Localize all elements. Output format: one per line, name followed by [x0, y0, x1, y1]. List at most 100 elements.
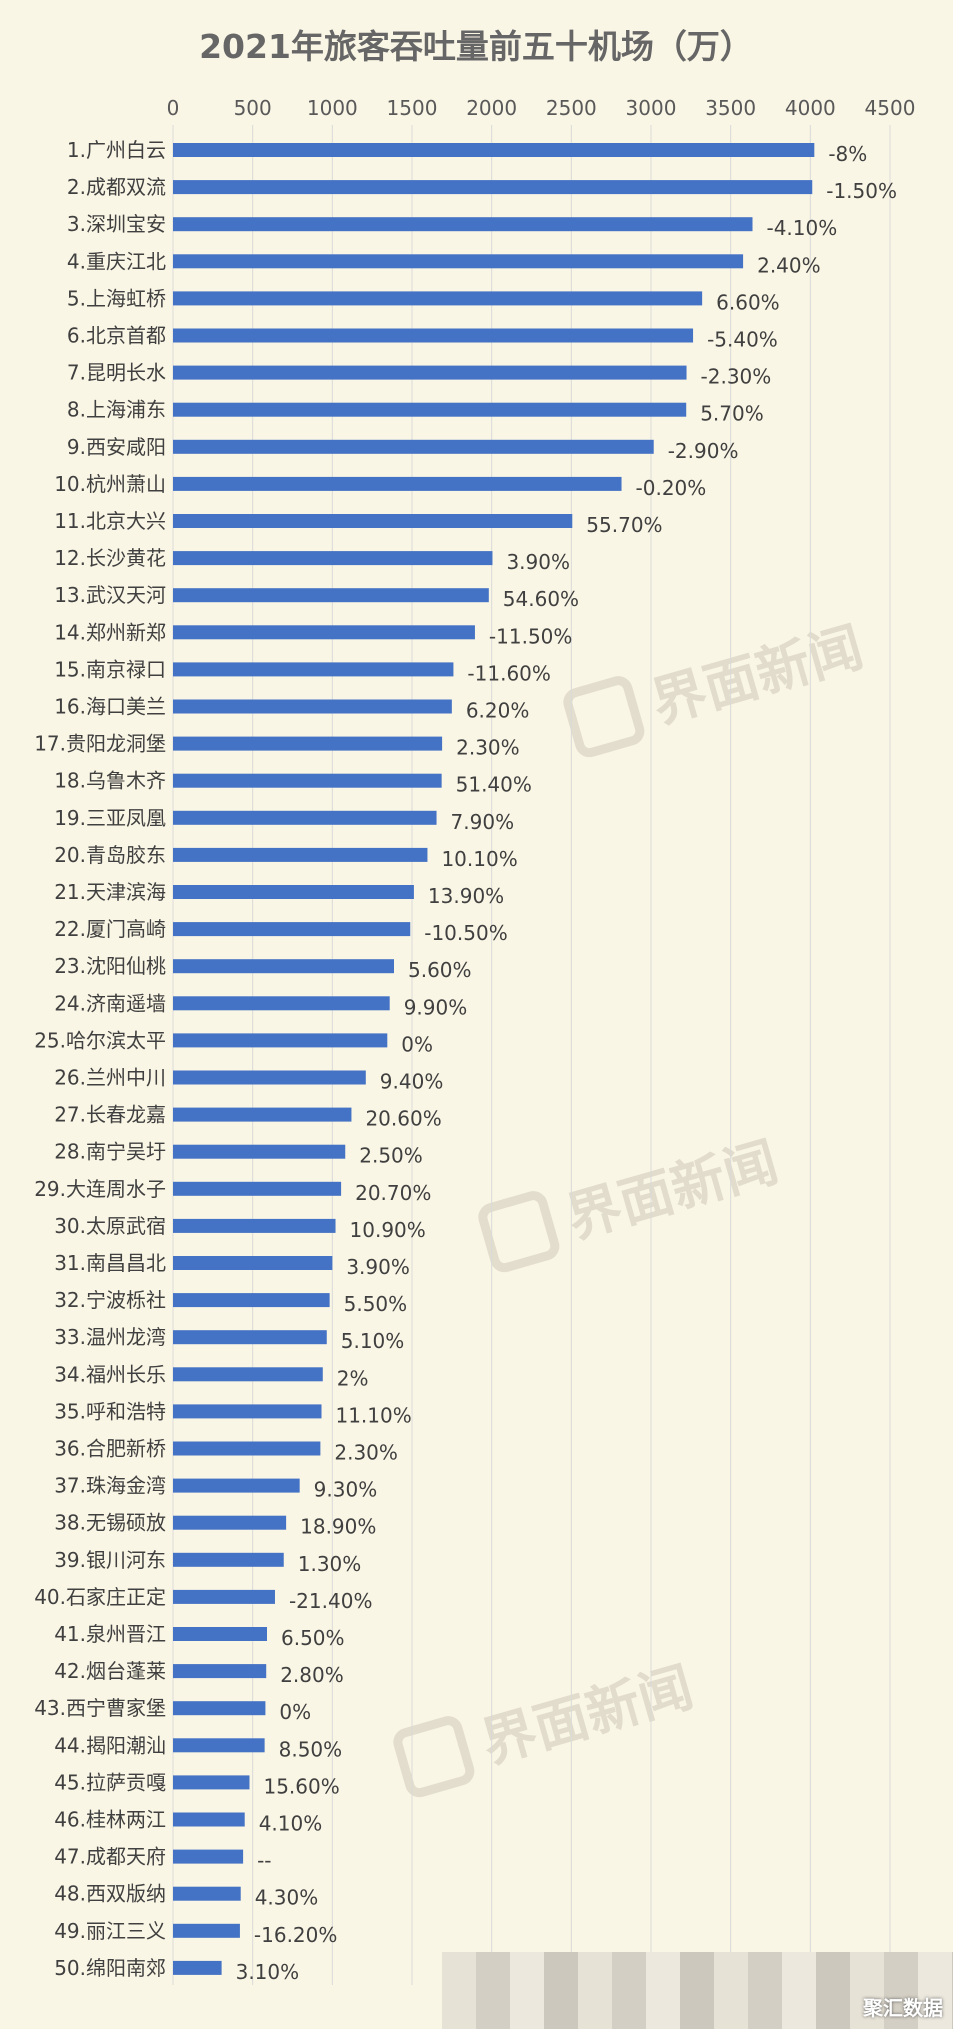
watermark-text: 界面新闻 [645, 615, 870, 735]
x-tick-label: 2500 [546, 96, 597, 120]
bar [173, 1923, 240, 1938]
category-label: 20.青岛胶东 [54, 843, 166, 867]
category-label: 23.沈阳仙桃 [54, 954, 166, 978]
category-label: 47.成都天府 [54, 1845, 166, 1869]
watermark-logo-icon [563, 676, 645, 758]
watermark-text: 界面新闻 [475, 1655, 700, 1775]
category-label: 10.杭州萧山 [54, 472, 166, 496]
data-label: 5.60% [408, 958, 472, 982]
data-label: 3.90% [346, 1255, 410, 1279]
category-label: 4.重庆江北 [67, 249, 166, 273]
bar [173, 1478, 300, 1493]
category-label: 38.无锡硕放 [54, 1511, 166, 1535]
bar [173, 1886, 241, 1901]
bar [173, 365, 687, 380]
category-label: 35.呼和浩特 [54, 1399, 166, 1423]
bar [173, 1441, 321, 1456]
bar [173, 1107, 352, 1122]
category-label: 36.合肥新桥 [54, 1437, 166, 1461]
category-label: 3.深圳宝安 [67, 212, 166, 236]
data-label: 3.10% [236, 1960, 300, 1984]
data-label: 20.70% [355, 1181, 431, 1205]
data-label: 10.90% [350, 1218, 426, 1242]
category-label: 7.昆明长水 [67, 361, 166, 385]
data-label: 15.60% [263, 1774, 339, 1798]
data-label: 13.90% [428, 884, 504, 908]
bar [173, 1070, 366, 1085]
category-label: 40.石家庄正定 [34, 1585, 166, 1609]
data-label: -2.90% [668, 439, 739, 463]
data-label: -11.50% [489, 624, 572, 648]
data-label: -8% [828, 142, 867, 166]
x-tick-label: 1000 [307, 96, 358, 120]
category-label: 25.哈尔滨太平 [34, 1028, 166, 1052]
data-label: 0% [279, 1700, 311, 1724]
category-label: 2.成都双流 [67, 175, 166, 199]
watermark-logo-icon [478, 1191, 560, 1273]
data-label: -16.20% [254, 1923, 337, 1947]
bar [173, 1664, 267, 1679]
category-label: 33.温州龙湾 [54, 1325, 166, 1349]
bar [173, 773, 442, 788]
category-label: 9.西安咸阳 [67, 435, 166, 459]
bar [173, 1812, 245, 1827]
bar [173, 885, 414, 899]
data-label: -10.50% [424, 921, 507, 945]
bar [173, 1144, 346, 1159]
category-label: 27.长春龙嘉 [54, 1103, 166, 1127]
data-label: -5.40% [707, 328, 778, 352]
category-label: 48.西双版纳 [54, 1882, 166, 1906]
data-label: 2.40% [757, 253, 821, 277]
bars [173, 143, 815, 1975]
data-label: 9.30% [314, 1478, 378, 1502]
category-label: 5.上海虹桥 [67, 286, 166, 310]
data-label: 2% [337, 1366, 369, 1390]
data-label: 9.40% [380, 1070, 444, 1094]
bar [173, 1367, 323, 1382]
category-label: 43.西宁曹家堡 [34, 1696, 166, 1720]
x-tick-label: 1500 [387, 96, 438, 120]
bar [173, 1960, 222, 1975]
data-label: 2.50% [359, 1144, 423, 1168]
category-label: 6.北京首都 [67, 324, 166, 348]
bar [173, 328, 694, 343]
data-label: 2.80% [280, 1663, 344, 1687]
data-label: 6.50% [281, 1626, 345, 1650]
bar [173, 1330, 327, 1345]
watermark-logo-icon [393, 1716, 475, 1798]
x-axis-ticks: 0 500 1000 1500 2000 2500 3000 3500 4000 4500 [167, 96, 916, 120]
bar [173, 1701, 266, 1716]
category-label: 17.贵阳龙洞堡 [34, 732, 166, 756]
watermark-text: 界面新闻 [560, 1130, 785, 1250]
category-label: 12.长沙黄花 [54, 546, 166, 570]
data-label: 6.60% [716, 290, 780, 314]
data-label: 2.30% [334, 1441, 398, 1465]
bar [173, 1552, 284, 1567]
data-label: 55.70% [586, 513, 662, 537]
category-label: 45.拉萨贡嘎 [54, 1770, 166, 1794]
x-tick-label: 2000 [466, 96, 517, 120]
category-label: 19.三亚凤凰 [54, 806, 166, 830]
bar [173, 402, 687, 417]
category-labels: 1.广州白云 2.成都双流 3.深圳宝安 4.重庆江北 5.上海虹桥 6.北京首都 7.昆明… [34, 138, 166, 1980]
data-label: 6.20% [466, 699, 530, 723]
watermark: 界面新闻 [393, 1655, 700, 1798]
data-label: 5.10% [341, 1329, 405, 1353]
bar [173, 1181, 342, 1196]
data-label: -0.20% [636, 476, 707, 500]
category-label: 26.兰州中川 [54, 1066, 166, 1090]
category-label: 34.福州长乐 [54, 1362, 166, 1386]
bar [173, 588, 489, 603]
category-label: 42.烟台蓬莱 [54, 1659, 166, 1683]
category-label: 24.济南遥墙 [54, 991, 166, 1015]
data-label: 51.40% [456, 773, 532, 797]
bar [173, 551, 493, 566]
bar [173, 810, 437, 825]
data-label: 8.50% [279, 1737, 343, 1761]
chart-title: 2021年旅客吞吐量前五十机场（万） [199, 27, 753, 66]
category-label: 8.上海浦东 [67, 398, 166, 422]
x-tick-label: 3000 [626, 96, 677, 120]
bar [173, 1033, 388, 1048]
data-label: 11.10% [335, 1403, 411, 1427]
category-label: 13.武汉天河 [54, 583, 166, 607]
